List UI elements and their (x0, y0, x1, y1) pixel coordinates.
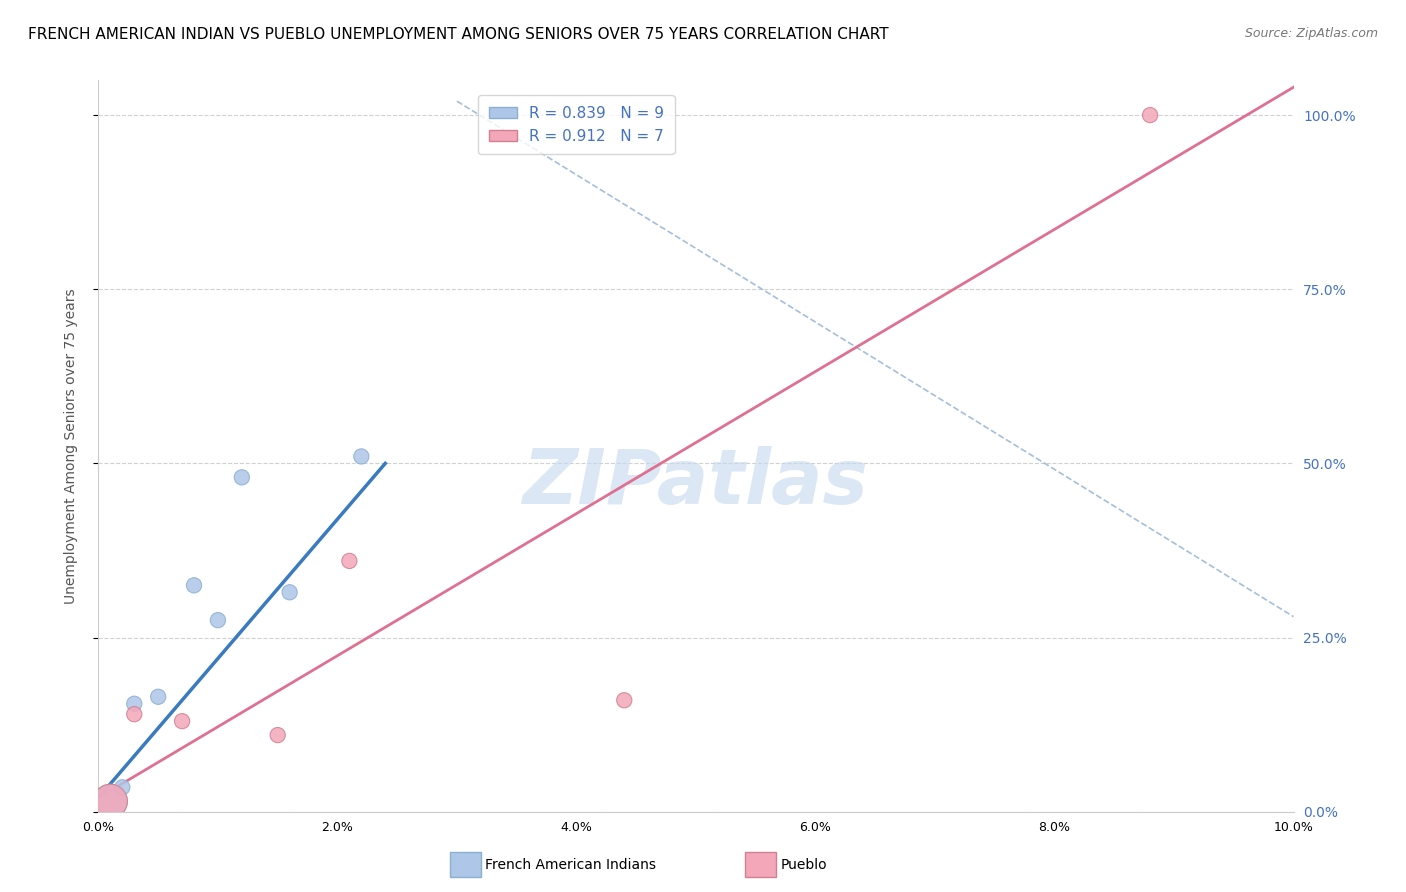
Point (124, 697, 146, 711)
Point (111, 780, 134, 795)
Point (1139, 108, 1161, 122)
Text: Pueblo: Pueblo (780, 858, 827, 872)
Point (267, 728, 290, 742)
Point (98, 794, 122, 808)
Point (613, 693, 636, 707)
Text: ZIPatlas: ZIPatlas (523, 446, 869, 519)
Y-axis label: Unemployment Among Seniors over 75 years: Unemployment Among Seniors over 75 years (63, 288, 77, 604)
Point (339, 554, 361, 568)
Text: French American Indians: French American Indians (485, 858, 657, 872)
Point (350, 450, 373, 464)
Point (183, 578, 205, 592)
Point (207, 613, 229, 627)
Point (172, 714, 194, 728)
Point (148, 690, 170, 704)
Text: Source: ZipAtlas.com: Source: ZipAtlas.com (1244, 27, 1378, 40)
Point (278, 585, 301, 599)
Point (124, 707, 146, 722)
Point (231, 470, 253, 484)
Legend: R = 0.839   N = 9, R = 0.912   N = 7: R = 0.839 N = 9, R = 0.912 N = 7 (478, 95, 675, 154)
Point (98, 794, 122, 808)
Text: FRENCH AMERICAN INDIAN VS PUEBLO UNEMPLOYMENT AMONG SENIORS OVER 75 YEARS CORREL: FRENCH AMERICAN INDIAN VS PUEBLO UNEMPLO… (28, 27, 889, 42)
